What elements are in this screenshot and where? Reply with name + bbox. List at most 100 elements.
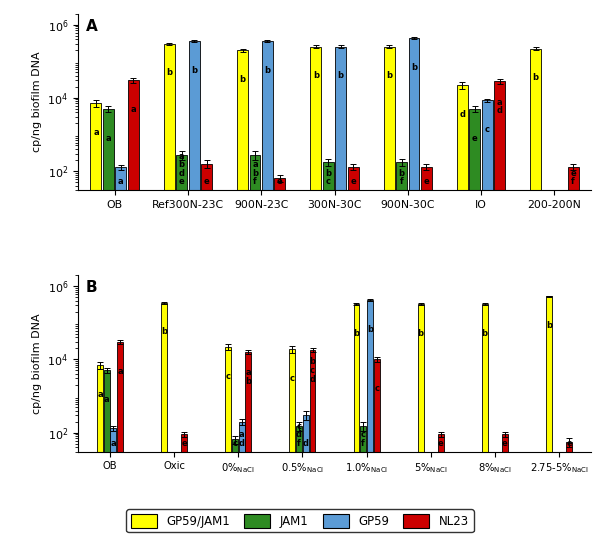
Text: e: e (472, 134, 478, 143)
Text: e: e (181, 439, 187, 448)
Bar (104, 371, 110, 541)
Text: e: e (350, 177, 356, 187)
Bar (418, 304, 424, 541)
Bar (360, 426, 366, 541)
Bar (164, 44, 175, 541)
Bar (566, 442, 572, 541)
Text: b: b (546, 321, 552, 330)
Bar (237, 50, 248, 541)
Text: a: a (104, 395, 110, 404)
Bar (546, 296, 552, 541)
Bar (502, 434, 508, 541)
Text: a: a (97, 390, 103, 399)
Bar (181, 434, 187, 541)
Text: b: b (166, 68, 172, 77)
Text: a
b
f: a b f (252, 160, 258, 187)
Bar (91, 103, 101, 541)
Text: a: a (131, 105, 136, 114)
Text: b: b (386, 71, 392, 80)
Text: d: d (460, 110, 466, 119)
Text: B: B (86, 280, 97, 295)
Bar (303, 415, 309, 541)
Text: a: a (110, 439, 116, 448)
Text: e: e (424, 177, 430, 187)
Bar (239, 421, 245, 541)
Text: e
f: e f (570, 169, 576, 187)
Text: e: e (277, 177, 283, 187)
Bar (262, 41, 273, 541)
Text: b: b (418, 329, 424, 338)
Bar (494, 82, 505, 541)
Bar (482, 304, 488, 541)
Bar (201, 163, 212, 541)
Bar (161, 303, 167, 541)
Text: c: c (290, 374, 295, 383)
Bar (457, 85, 468, 541)
Bar (128, 80, 139, 541)
Text: e: e (502, 439, 508, 448)
Bar (409, 38, 419, 541)
Bar (310, 47, 321, 541)
Bar (97, 365, 103, 541)
Text: c
d
f: c d f (296, 421, 302, 448)
Bar (353, 304, 359, 541)
Bar (482, 101, 493, 541)
Text: d: d (303, 439, 309, 448)
Text: c: c (226, 372, 231, 380)
Bar (469, 109, 481, 541)
Bar (245, 352, 251, 541)
Bar (176, 155, 187, 541)
Bar (323, 162, 334, 541)
Text: a: a (93, 128, 99, 137)
Text: a: a (106, 134, 111, 143)
Text: a: a (118, 367, 123, 375)
Y-axis label: cp/ng biofilm DNA: cp/ng biofilm DNA (32, 313, 42, 414)
Text: a
d: a d (497, 97, 503, 115)
Y-axis label: cp/ng biofilm DNA: cp/ng biofilm DNA (32, 51, 42, 152)
Bar (225, 347, 231, 541)
Text: b: b (191, 65, 197, 75)
Bar (383, 47, 395, 541)
Bar (232, 439, 238, 541)
Bar (110, 428, 116, 541)
Bar (117, 342, 123, 541)
Bar (335, 47, 346, 541)
Text: c: c (232, 439, 238, 448)
Text: a
b: a b (245, 368, 251, 386)
Text: b: b (265, 65, 271, 75)
Text: c: c (374, 384, 379, 393)
Text: e: e (566, 439, 572, 448)
Bar (274, 178, 286, 541)
Bar (396, 162, 407, 541)
Text: b: b (482, 329, 488, 338)
Text: b: b (161, 327, 167, 337)
Text: b: b (533, 74, 539, 82)
Text: e: e (204, 177, 209, 187)
Text: a
b
d
e: a b d e (179, 151, 185, 187)
Bar (188, 41, 200, 541)
Bar (250, 155, 260, 541)
Bar (289, 349, 295, 541)
Bar (374, 359, 380, 541)
Bar (348, 167, 359, 541)
Bar (115, 167, 127, 541)
Text: A: A (86, 19, 97, 34)
Bar (568, 167, 578, 541)
Text: e: e (438, 439, 443, 448)
Text: c: c (485, 125, 490, 134)
Text: b: b (338, 71, 344, 80)
Text: a: a (118, 177, 124, 187)
Bar (103, 109, 114, 541)
Text: b
c: b c (325, 169, 331, 187)
Bar (367, 300, 373, 541)
Bar (530, 49, 541, 541)
Bar (296, 426, 302, 541)
Text: a
d: a d (239, 430, 245, 448)
Text: b: b (411, 63, 417, 72)
Bar (421, 167, 432, 541)
Text: b: b (353, 329, 359, 338)
Bar (310, 350, 316, 541)
Text: b
f: b f (398, 169, 404, 187)
Bar (438, 434, 444, 541)
Text: c
f: c f (361, 430, 365, 448)
